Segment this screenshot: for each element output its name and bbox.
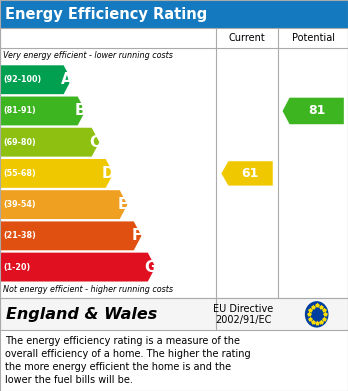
Text: E: E <box>117 197 128 212</box>
Polygon shape <box>1 190 127 219</box>
Text: (39-54): (39-54) <box>3 200 36 209</box>
Text: A: A <box>61 72 72 87</box>
Text: G: G <box>144 260 157 274</box>
Text: Current: Current <box>229 33 266 43</box>
Text: EU Directive
2002/91/EC: EU Directive 2002/91/EC <box>213 303 274 325</box>
Text: 61: 61 <box>241 167 259 180</box>
Polygon shape <box>1 97 85 126</box>
Text: The energy efficiency rating is a measure of the
overall efficiency of a home. T: The energy efficiency rating is a measur… <box>5 336 251 386</box>
Bar <box>0 298 348 330</box>
Text: (1-20): (1-20) <box>3 263 31 272</box>
Text: England & Wales: England & Wales <box>6 307 158 322</box>
Text: D: D <box>102 166 115 181</box>
Text: Not energy efficient - higher running costs: Not energy efficient - higher running co… <box>3 285 173 294</box>
Text: (21-38): (21-38) <box>3 231 36 240</box>
Bar <box>0 0 348 28</box>
Bar <box>0 28 348 298</box>
Text: (81-91): (81-91) <box>3 106 36 115</box>
Polygon shape <box>1 253 156 282</box>
Text: B: B <box>74 104 86 118</box>
Text: Energy Efficiency Rating: Energy Efficiency Rating <box>5 7 207 22</box>
Polygon shape <box>1 221 141 250</box>
Polygon shape <box>283 98 344 124</box>
Polygon shape <box>1 159 113 188</box>
Text: F: F <box>131 228 142 243</box>
Text: (92-100): (92-100) <box>3 75 42 84</box>
Text: Potential: Potential <box>292 33 335 43</box>
Polygon shape <box>221 161 273 186</box>
Polygon shape <box>1 65 71 94</box>
Polygon shape <box>1 128 100 157</box>
Circle shape <box>306 302 328 327</box>
Text: 81: 81 <box>308 104 325 117</box>
Text: C: C <box>89 135 100 150</box>
Text: (69-80): (69-80) <box>3 138 36 147</box>
Text: Very energy efficient - lower running costs: Very energy efficient - lower running co… <box>3 51 173 60</box>
Text: (55-68): (55-68) <box>3 169 36 178</box>
